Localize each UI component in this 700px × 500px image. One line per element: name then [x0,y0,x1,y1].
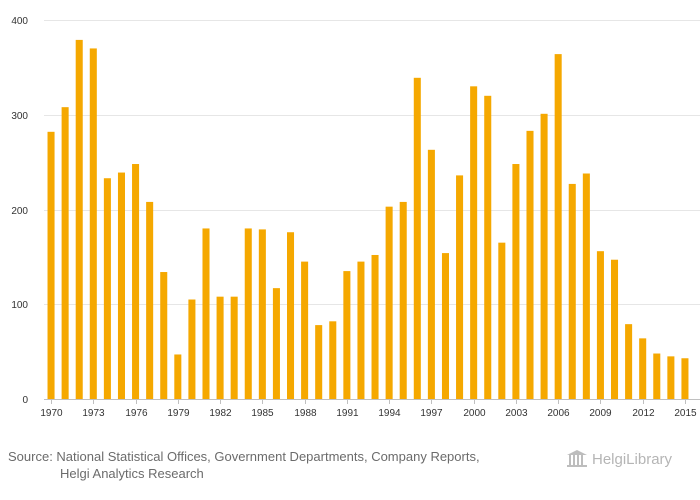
bar-2015 [681,358,689,399]
bar-2012 [639,338,647,399]
bar-1995 [399,201,407,399]
bar-1990 [329,321,337,399]
logo-text: HelgiLibrary [592,450,673,468]
bar-2013 [653,353,661,399]
bar-1982 [216,296,224,399]
bar-1975 [117,172,125,399]
bar-1992 [357,261,365,399]
helgi-library-logo: HelgiLibrary [566,450,672,468]
bar-2008 [582,173,590,399]
bar-2009 [596,251,604,399]
x-tick-label: 1988 [294,408,317,419]
y-tick-label: 400 [11,16,28,27]
bar-2011 [625,324,633,399]
bar-2004 [526,130,534,400]
bar-2002 [498,242,506,399]
x-tick-label: 1973 [82,408,105,419]
library-building-icon [567,450,587,467]
bar-1987 [287,232,295,399]
bar-1989 [315,325,323,399]
y-tick-label: 0 [22,395,28,406]
source-line-1: Source: National Statistical Offices, Go… [8,449,480,464]
bar-1999 [456,175,464,399]
bar-1978 [160,272,168,399]
bar-1980 [188,299,196,399]
bar-1994 [385,206,393,399]
x-tick-label: 1994 [378,408,401,419]
bar-1977 [146,201,154,399]
x-tick-label: 2015 [674,408,697,419]
bar-1971 [61,107,69,400]
bar-1997 [427,149,435,399]
y-tick-label: 200 [11,206,28,217]
bar-1970 [47,131,55,399]
x-tick-label: 2000 [463,408,486,419]
x-tick-label: 1979 [167,408,190,419]
bar-1985 [258,229,266,399]
x-tick-label: 1997 [420,408,443,419]
x-tick-label: 2009 [589,408,612,419]
x-tick-label: 1970 [40,408,63,419]
x-tick-label: 2006 [547,408,570,419]
bar-2007 [568,183,576,399]
tick-labels: 0 100 200 300 400 1970 1973 1976 1979 1982 1985 198… [11,16,697,419]
bar-1984 [244,228,252,399]
bar-1979 [174,354,182,399]
bar-1981 [202,228,210,399]
bar-2010 [611,259,619,399]
bar-1983 [230,296,238,399]
x-tick-label: 1976 [125,408,148,419]
bar-1973 [89,48,97,400]
bar-chart: 0 100 200 300 400 1970 1973 1976 1979 1982 1985 198… [11,16,700,419]
bar-2014 [667,356,675,399]
bar-1976 [132,164,140,399]
bar-1988 [301,261,309,399]
bar-1996 [413,77,421,400]
x-tick-label: 2003 [505,408,528,419]
bar-2006 [554,54,562,400]
x-tick-label: 1982 [209,408,232,419]
bars [47,39,689,400]
y-tick-label: 300 [11,111,28,122]
axes [44,399,700,404]
bar-2005 [540,113,548,400]
x-tick-label: 1991 [336,408,359,419]
x-tick-label: 2012 [632,408,655,419]
source-note: Source: National Statistical Offices, Go… [8,448,548,482]
bar-1972 [75,39,83,400]
bar-1993 [371,254,379,399]
bar-1986 [272,288,280,399]
y-tick-label: 100 [11,300,28,311]
bar-2003 [512,164,520,399]
bar-1991 [343,271,351,399]
bar-1974 [103,178,111,399]
source-line-2: Helgi Analytics Research [60,466,204,481]
x-tick-label: 1985 [251,408,274,419]
bar-2001 [484,95,492,400]
bar-1998 [441,253,449,399]
bar-2000 [470,86,478,399]
